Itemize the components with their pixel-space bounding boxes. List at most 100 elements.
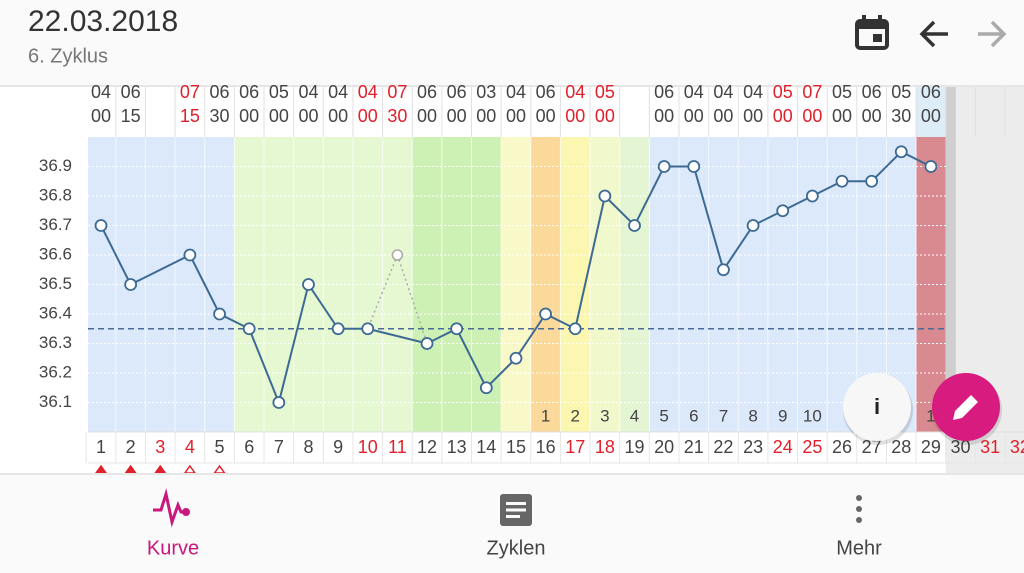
time-minute: 00 <box>654 106 674 126</box>
day-label: 11 <box>388 437 407 457</box>
time-hour: 06 <box>921 82 941 102</box>
temperature-point <box>835 174 849 188</box>
time-minute: 00 <box>773 106 793 126</box>
time-hour: 05 <box>595 82 615 102</box>
day-label: 14 <box>476 437 496 457</box>
day-label: 20 <box>654 437 674 457</box>
time-minute: 00 <box>832 106 852 126</box>
y-tick-label: 36.4 <box>39 303 72 322</box>
high-count-label: 7 <box>719 406 728 425</box>
high-count-label: 5 <box>659 406 668 425</box>
excluded-connector <box>367 254 399 330</box>
time-minute: 00 <box>802 106 822 126</box>
y-tick-label: 36.8 <box>39 185 72 204</box>
time-minute: 30 <box>387 106 407 126</box>
time-minute: 00 <box>298 106 318 126</box>
time-hour: 06 <box>121 82 141 102</box>
temperature-point <box>776 204 790 218</box>
y-tick-label: 36.2 <box>39 362 72 381</box>
time-minute: 00 <box>417 106 437 126</box>
time-hour: 04 <box>328 82 348 102</box>
nav-label: Zyklen <box>487 537 546 559</box>
chart: 36.1 36.2 36.3 36.4 36.5 36.6 36.7 36.8 36.9 04 00… <box>39 82 1024 474</box>
time-minute: 00 <box>713 106 733 126</box>
time-minute: 00 <box>447 106 467 126</box>
time-hour: 04 <box>713 82 733 102</box>
time-hour: 04 <box>743 82 763 102</box>
time-minute: 30 <box>210 106 230 126</box>
day-label: 26 <box>832 437 852 457</box>
time-minute: 00 <box>536 106 556 126</box>
time-hour: 06 <box>417 82 437 102</box>
info-fab[interactable]: i <box>843 373 913 445</box>
header-title: 22.03.2018 <box>28 5 178 38</box>
day-label: 6 <box>244 437 254 457</box>
time-hour: 05 <box>832 82 852 102</box>
time-minute: 00 <box>328 106 348 126</box>
high-count-label: 4 <box>630 406 639 425</box>
day-label: 27 <box>862 437 882 457</box>
time-minute: 00 <box>269 106 289 126</box>
y-tick-label: 36.9 <box>39 156 72 175</box>
day-label: 31 <box>980 437 1000 457</box>
time-hour: 05 <box>891 82 911 102</box>
day-label: 12 <box>417 437 437 457</box>
time-minute: 00 <box>358 106 378 126</box>
temperature-point <box>420 337 434 350</box>
mens-marker <box>94 464 108 474</box>
nav-zyklen[interactable]: Zyklen <box>487 494 546 559</box>
time-minute: 00 <box>506 106 526 126</box>
temperature-point <box>361 322 375 336</box>
temperature-point <box>183 248 197 262</box>
day-label: 28 <box>891 437 911 457</box>
day-label: 8 <box>303 437 313 457</box>
day-label: 30 <box>951 437 971 457</box>
calendar-button[interactable] <box>855 15 889 50</box>
y-tick-label: 36.5 <box>39 274 72 293</box>
day-label: 24 <box>773 437 793 457</box>
time-hour: 04 <box>684 82 704 102</box>
day-label: 1 <box>96 437 106 457</box>
time-minute: 00 <box>476 106 496 126</box>
header-subtitle: 6. Zyklus <box>28 45 108 67</box>
temperature-point <box>628 219 641 232</box>
time-hour: 07 <box>180 82 200 102</box>
temperature-point <box>272 396 286 409</box>
time-hour: 04 <box>358 82 378 102</box>
time-hour: 06 <box>536 82 556 102</box>
temperature-point <box>94 219 108 232</box>
high-count-label: 2 <box>571 406 580 425</box>
temperature-point <box>687 160 701 173</box>
edit-fab[interactable] <box>932 373 1002 445</box>
day-label: 4 <box>185 437 195 457</box>
forward-button[interactable] <box>978 20 1007 48</box>
day-label: 2 <box>126 437 136 457</box>
temperature-point <box>124 278 138 291</box>
mens-marker <box>213 464 227 474</box>
time-hour: 04 <box>506 82 526 102</box>
time-minute: 15 <box>121 106 141 126</box>
time-minute: 00 <box>565 106 585 126</box>
mens-marker <box>183 464 197 474</box>
excluded-point <box>391 249 404 261</box>
nav-mehr[interactable]: Mehr <box>836 495 882 559</box>
time-hour: 07 <box>387 82 407 102</box>
nav-label: Mehr <box>836 537 882 559</box>
time-minute: 00 <box>91 106 111 126</box>
day-label: 25 <box>802 437 822 457</box>
high-count-label: 1 <box>541 406 550 425</box>
temperature-point <box>539 307 552 321</box>
temperature-point <box>479 381 493 395</box>
temperature-point <box>657 160 671 173</box>
nav-kurve[interactable]: Kurve <box>147 488 199 559</box>
time-minute: 00 <box>239 106 259 126</box>
back-button[interactable] <box>919 20 948 48</box>
high-count-label: 3 <box>600 406 609 425</box>
time-hour: 03 <box>476 82 496 102</box>
high-count-label: 8 <box>748 406 757 425</box>
high-count-label: 10 <box>803 406 822 425</box>
temperature-point <box>746 219 760 232</box>
time-minute: 00 <box>595 106 615 126</box>
